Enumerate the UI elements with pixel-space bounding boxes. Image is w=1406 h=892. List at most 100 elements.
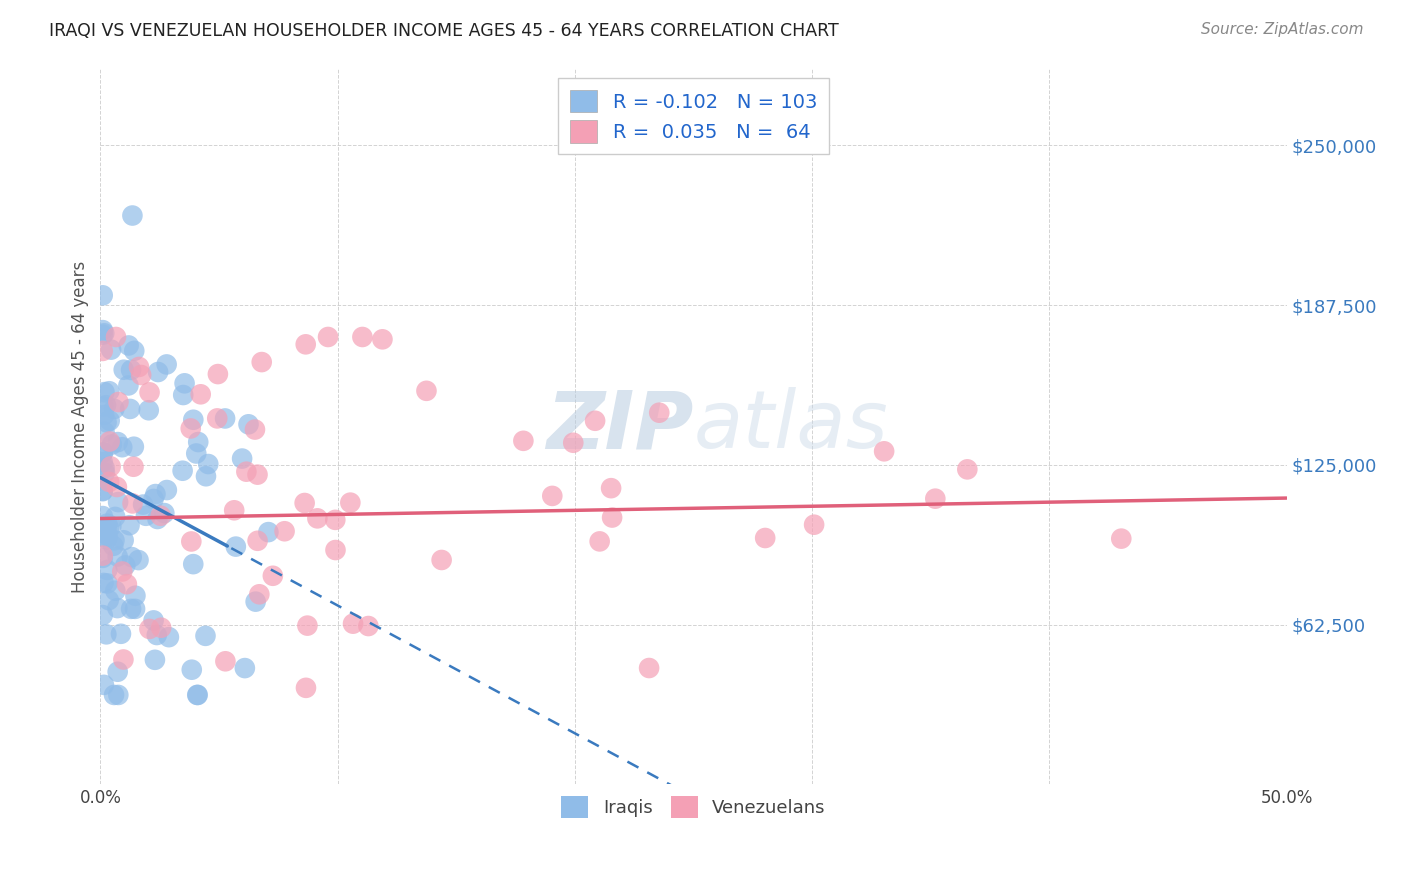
Point xyxy=(803,517,825,532)
Point xyxy=(115,577,138,591)
Point xyxy=(97,529,120,543)
Point xyxy=(107,549,129,564)
Point xyxy=(122,440,145,454)
Point xyxy=(107,395,129,409)
Point xyxy=(187,435,209,450)
Point xyxy=(638,661,661,675)
Point xyxy=(339,496,361,510)
Point xyxy=(207,411,229,425)
Point xyxy=(122,343,145,358)
Point xyxy=(186,446,208,460)
Point xyxy=(91,327,114,342)
Point xyxy=(173,376,195,391)
Point xyxy=(120,363,142,377)
Point xyxy=(93,425,115,439)
Point xyxy=(246,467,269,482)
Point xyxy=(105,480,128,494)
Point xyxy=(96,516,118,531)
Point xyxy=(103,539,125,553)
Point xyxy=(96,416,118,430)
Point xyxy=(135,508,157,523)
Point xyxy=(180,421,202,435)
Point xyxy=(93,678,115,692)
Point xyxy=(98,434,121,449)
Point xyxy=(295,681,318,695)
Point xyxy=(124,602,146,616)
Point xyxy=(956,462,979,476)
Point xyxy=(214,654,236,668)
Point xyxy=(150,621,173,635)
Point xyxy=(91,445,114,459)
Point xyxy=(754,531,776,545)
Point xyxy=(297,618,319,632)
Point xyxy=(98,475,121,489)
Point xyxy=(352,330,374,344)
Point xyxy=(91,550,114,565)
Point xyxy=(357,619,380,633)
Point xyxy=(138,403,160,417)
Point xyxy=(100,343,122,357)
Point xyxy=(225,540,247,554)
Point xyxy=(235,465,257,479)
Point xyxy=(122,459,145,474)
Point xyxy=(307,511,329,525)
Point xyxy=(316,330,339,344)
Point xyxy=(194,629,217,643)
Point xyxy=(415,384,437,398)
Point xyxy=(246,533,269,548)
Point xyxy=(103,401,125,416)
Point xyxy=(104,583,127,598)
Point xyxy=(118,338,141,352)
Point xyxy=(91,530,114,544)
Point xyxy=(91,549,114,563)
Point xyxy=(107,435,129,450)
Point xyxy=(600,510,623,524)
Point xyxy=(91,608,114,623)
Point xyxy=(132,498,155,512)
Point xyxy=(94,466,117,480)
Point xyxy=(104,330,127,344)
Point xyxy=(224,503,246,517)
Point xyxy=(103,688,125,702)
Point xyxy=(138,622,160,636)
Point xyxy=(172,388,194,402)
Point xyxy=(93,400,115,414)
Point xyxy=(648,406,671,420)
Point xyxy=(207,367,229,381)
Point xyxy=(190,387,212,401)
Point xyxy=(96,533,118,547)
Point xyxy=(96,576,118,591)
Point xyxy=(195,469,218,483)
Point xyxy=(153,506,176,520)
Point xyxy=(145,487,167,501)
Point xyxy=(323,513,346,527)
Point xyxy=(104,509,127,524)
Point xyxy=(157,630,180,644)
Point xyxy=(112,652,135,666)
Point xyxy=(172,464,194,478)
Point xyxy=(98,414,121,428)
Point xyxy=(342,616,364,631)
Point xyxy=(143,653,166,667)
Point xyxy=(118,518,141,533)
Point xyxy=(121,496,143,510)
Point xyxy=(873,444,896,458)
Point xyxy=(128,553,150,567)
Point xyxy=(250,355,273,369)
Point xyxy=(120,602,142,616)
Point xyxy=(231,451,253,466)
Point xyxy=(238,417,260,432)
Point xyxy=(128,359,150,374)
Point xyxy=(100,459,122,474)
Point xyxy=(233,661,256,675)
Point xyxy=(138,385,160,400)
Point xyxy=(91,445,114,459)
Point xyxy=(111,440,134,454)
Point xyxy=(146,365,169,379)
Point xyxy=(146,512,169,526)
Point xyxy=(325,543,347,558)
Point xyxy=(142,614,165,628)
Point xyxy=(94,398,117,412)
Point xyxy=(124,589,146,603)
Point xyxy=(583,414,606,428)
